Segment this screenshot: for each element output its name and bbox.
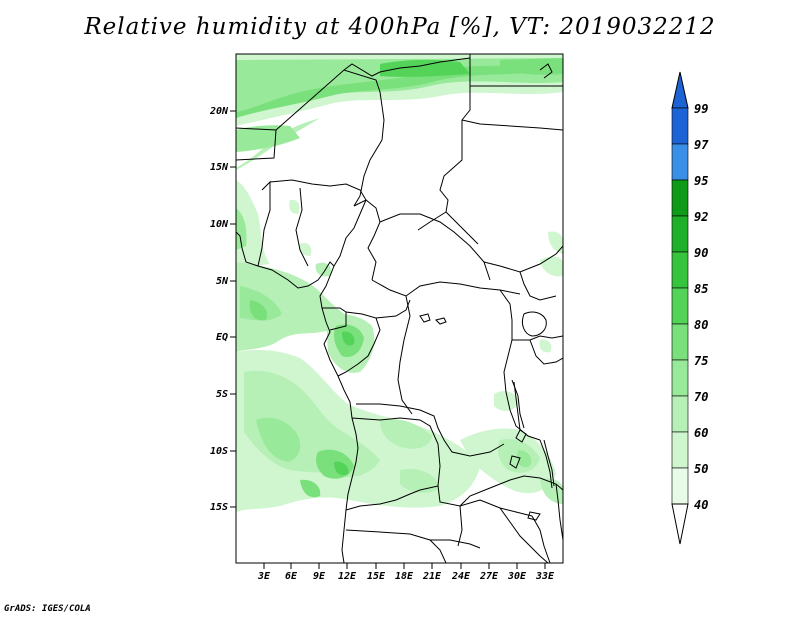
lon-label: 33E bbox=[535, 571, 555, 582]
colorbar-bottom-arrow bbox=[671, 503, 689, 545]
colorbar-bin bbox=[671, 179, 689, 217]
lat-label: 20N bbox=[209, 106, 229, 117]
colorbar-bin bbox=[671, 395, 689, 433]
colorbar-bin bbox=[671, 467, 689, 505]
colorbar-label: 85 bbox=[694, 282, 708, 296]
lon-label: 30E bbox=[507, 571, 527, 582]
colorbar-label: 92 bbox=[694, 210, 708, 224]
colorbar-bin bbox=[671, 431, 689, 469]
lat-label: 15N bbox=[210, 162, 229, 173]
colorbar-bin bbox=[671, 143, 689, 181]
lon-label: 15E bbox=[367, 571, 386, 582]
longitude-axis: 3E 6E 9E 12E 15E 18E 21E 24E 27E 30E 33E bbox=[257, 563, 555, 582]
colorbar-bin bbox=[671, 359, 689, 397]
country-borders bbox=[236, 54, 563, 563]
colorbar-label: 50 bbox=[694, 462, 708, 476]
lon-label: 9E bbox=[313, 571, 326, 582]
lon-label: 18E bbox=[395, 571, 414, 582]
lat-label: 10N bbox=[210, 219, 229, 230]
lat-label: 5S bbox=[216, 389, 228, 400]
lat-label: 5N bbox=[216, 276, 229, 287]
colorbar-bin bbox=[671, 323, 689, 361]
colorbar: 99 97 95 92 90 85 80 75 70 60 50 40 bbox=[671, 71, 709, 545]
chart-title: Relative humidity at 400hPa [%], VT: 201… bbox=[84, 14, 716, 40]
colorbar-label: 99 bbox=[694, 102, 708, 116]
colorbar-bin bbox=[671, 107, 689, 145]
colorbar-bin bbox=[671, 251, 689, 289]
colorbar-bin bbox=[671, 215, 689, 253]
humidity-shading bbox=[236, 54, 563, 512]
lon-label: 6E bbox=[285, 571, 298, 582]
lat-label: 15S bbox=[210, 502, 228, 513]
colorbar-label: 75 bbox=[694, 354, 708, 368]
lon-label: 3E bbox=[257, 571, 271, 582]
lat-label: EQ bbox=[216, 332, 228, 343]
colorbar-label: 80 bbox=[694, 318, 708, 332]
colorbar-label: 40 bbox=[694, 498, 708, 512]
lon-label: 27E bbox=[479, 571, 499, 582]
map-frame bbox=[235, 53, 564, 564]
lat-label: 10S bbox=[210, 446, 228, 457]
colorbar-bin bbox=[671, 287, 689, 325]
colorbar-label: 95 bbox=[694, 174, 708, 188]
lon-label: 21E bbox=[422, 571, 442, 582]
colorbar-top-arrow bbox=[671, 71, 689, 109]
latitude-axis: 20N 15N 10N 5N EQ 5S 10S 15S bbox=[209, 106, 236, 513]
lon-label: 24E bbox=[451, 571, 471, 582]
colorbar-label: 97 bbox=[694, 138, 709, 152]
lon-label: 12E bbox=[338, 571, 357, 582]
colorbar-label: 90 bbox=[694, 246, 708, 260]
colorbar-label: 70 bbox=[694, 390, 708, 404]
software-credit: GrADS: IGES/COLA bbox=[4, 604, 91, 614]
colorbar-label: 60 bbox=[694, 426, 708, 440]
